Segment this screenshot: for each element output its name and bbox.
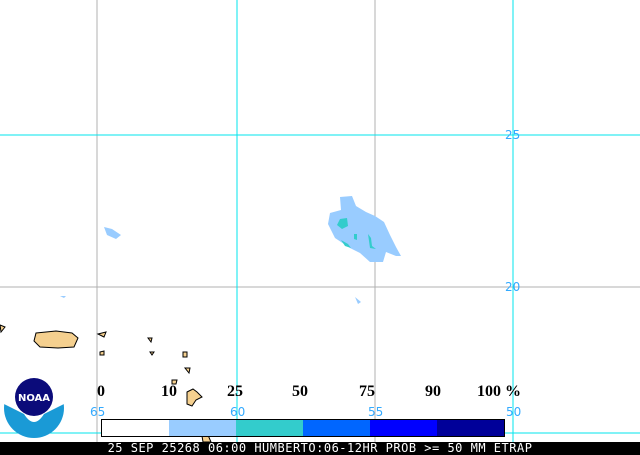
color-legend — [101, 419, 505, 437]
legend-tick: 75 — [359, 383, 375, 400]
land-islands — [0, 324, 212, 443]
lat-label: 25 — [505, 128, 520, 142]
prob-area-25-50 — [368, 234, 376, 249]
legend-tick: 25 — [227, 383, 243, 400]
legend-tick: 90 — [425, 383, 441, 400]
prob-area-10-25 — [328, 196, 401, 262]
noaa-logo-top — [15, 378, 53, 416]
prob-area-10-25 — [60, 296, 66, 298]
legend-tick: 100 % — [477, 383, 521, 400]
island — [182, 351, 188, 358]
legend-swatch-0-10 — [102, 420, 169, 436]
island — [149, 351, 155, 356]
island — [99, 350, 105, 356]
legend-tick: 50 — [292, 383, 308, 400]
island — [171, 379, 178, 385]
prob-area-25-50 — [337, 218, 348, 229]
grid-lines — [0, 0, 640, 442]
lat-label: 20 — [505, 280, 520, 294]
legend-swatch-25-50 — [236, 420, 303, 436]
lon-label: 50 — [506, 405, 521, 419]
legend-tick: 10 — [161, 383, 177, 400]
island — [147, 337, 153, 344]
lon-label: 55 — [368, 405, 383, 419]
noaa-logo: NOAA — [4, 374, 64, 438]
legend-swatch-75-90 — [370, 420, 437, 436]
footer-caption: 25 SEP 25268 06:00 HUMBERTO:06-12HR PROB… — [0, 442, 640, 455]
guadeloupe — [186, 388, 203, 407]
puerto-rico — [33, 330, 79, 349]
legend-tick: 0 — [97, 383, 105, 400]
lon-label: 65 — [90, 405, 105, 419]
noaa-logo-text: NOAA — [18, 393, 50, 404]
island — [96, 331, 107, 338]
lon-label: 60 — [230, 405, 245, 419]
island — [0, 324, 6, 334]
prob-area-10-25 — [104, 227, 121, 239]
probability-areas — [60, 196, 401, 304]
legend-swatch-90-100 — [437, 420, 504, 436]
prob-area-25-50 — [341, 240, 351, 248]
legend-swatch-50-75 — [303, 420, 370, 436]
island — [183, 367, 191, 375]
prob-area-10-25 — [355, 297, 361, 304]
legend-swatch-10-25 — [169, 420, 236, 436]
prob-area-25-50 — [354, 234, 357, 240]
